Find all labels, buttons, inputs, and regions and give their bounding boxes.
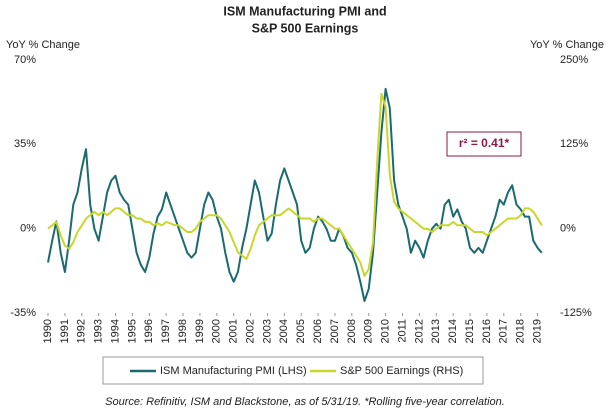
chart-title: S&P 500 Earnings [252,21,359,35]
x-tick-label: 2007 [329,319,341,343]
series-line [47,87,543,302]
x-tick-label: 1990 [42,319,54,343]
legend-box [102,356,484,385]
x-tick-label: 1991 [59,319,71,343]
y-axis-label: YoY % Change [6,39,80,51]
x-tick-label: 1995 [126,319,138,343]
x-tick-label: 2011 [396,319,408,343]
y2-tick-label: 0% [560,223,576,235]
x-tick-label: 2012 [413,319,425,343]
x-tick-label: 2019 [531,319,543,343]
x-tick-label: 2010 [380,319,392,343]
x-tick-label: 2000 [211,319,223,343]
y2-axis-label: YoY % Change [530,39,604,51]
x-tick-label: 2005 [295,319,307,343]
x-tick-label: 2013 [430,319,442,343]
series-line [47,92,543,277]
x-tick-label: 2017 [498,319,510,343]
y2-tick-label: 125% [560,138,588,150]
chart-title: ISM Manufacturing PMI and [223,4,386,18]
x-tick-label: 1998 [177,319,189,343]
y2-tick-label: 250% [560,54,588,66]
x-tick-label: 1992 [76,319,88,343]
x-tick-label: 1997 [160,319,172,343]
x-tick-label: 2002 [244,319,256,343]
x-tick-label: 2008 [346,319,358,343]
legend-label: S&P 500 Earnings (RHS) [340,365,463,377]
x-tick-label: 2003 [261,319,273,343]
x-tick-label: 1996 [143,319,155,343]
x-tick-label: 2004 [278,319,290,343]
legend-label: ISM Manufacturing PMI (LHS) [160,365,307,377]
x-tick-label: 1993 [93,319,105,343]
y-tick-label: 0% [20,223,36,235]
x-tick-label: 2018 [515,319,527,343]
annotation-box [446,131,522,157]
x-tick-label: 2006 [312,319,324,343]
x-tick-label: 2001 [228,319,240,343]
y-tick-label: 70% [14,54,36,66]
y-tick-label: -35% [10,307,36,319]
x-tick-label: 2015 [464,319,476,343]
annotation: r² = 0.41* [459,136,510,150]
y-tick-label: 35% [14,138,36,150]
x-tick-label: 1999 [194,319,206,343]
source-note: Source: Refinitiv, ISM and Blackstone, a… [105,396,505,408]
x-tick-label: 1994 [109,319,121,343]
x-tick-label: 2014 [447,319,459,343]
y2-tick-label: -125% [560,307,592,319]
x-tick-label: 2009 [363,319,375,343]
x-tick-label: 2016 [481,319,493,343]
